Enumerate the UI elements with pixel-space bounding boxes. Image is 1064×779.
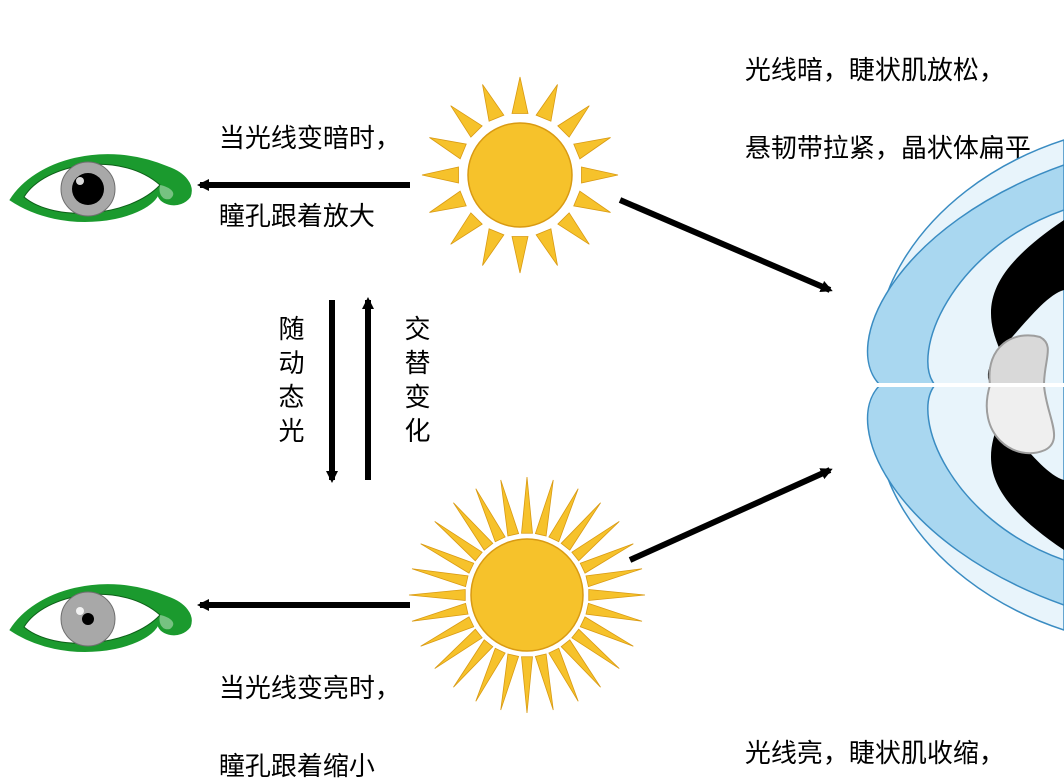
- sun-dim-icon: [422, 77, 618, 273]
- sun-bright-icon: [409, 477, 645, 713]
- eye-cross-section-icon: [868, 140, 1064, 630]
- diagram-canvas: 光线暗，睫状肌放松， 悬韧带拉紧，晶状体扁平 当光线变暗时， 瞳孔跟着放大 当光…: [0, 0, 1064, 779]
- eye-dilated-icon: [10, 155, 191, 222]
- eye-constricted-icon: [10, 585, 191, 652]
- shapes-layer: [0, 0, 1064, 779]
